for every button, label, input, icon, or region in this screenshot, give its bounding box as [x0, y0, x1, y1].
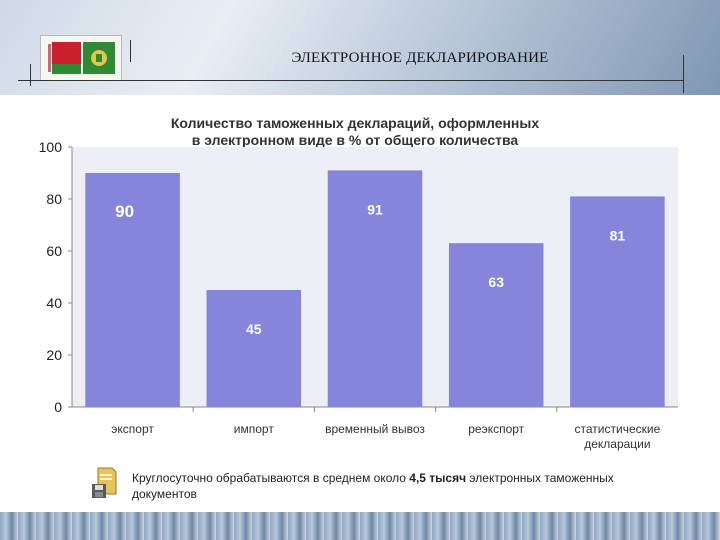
caption-text: Круглосуточно обрабатываются в среднем о… [132, 470, 652, 502]
x-tick-label: импорт [234, 422, 275, 436]
y-tick-label: 40 [46, 295, 62, 311]
header-tick-logo [130, 40, 131, 62]
data-label: 45 [246, 321, 262, 337]
footer-background [0, 512, 720, 540]
folder-floppy-icon [90, 466, 120, 500]
bar-chart: Количество таможенных деклараций, оформл… [39, 115, 678, 451]
x-tick-label: декларации [584, 437, 650, 451]
data-label: 81 [610, 227, 626, 243]
caption-text-before: Круглосуточно обрабатываются в среднем о… [132, 471, 410, 485]
data-label: 91 [367, 201, 383, 217]
bar [327, 170, 423, 407]
bar [570, 196, 665, 407]
header-tick-left [30, 64, 31, 86]
x-tick-label: временный вывоз [325, 422, 425, 436]
bar [206, 290, 302, 407]
y-tick-label: 100 [39, 139, 63, 155]
slide-content: Количество таможенных деклараций, оформл… [0, 95, 720, 512]
data-label: 90 [115, 202, 134, 221]
y-tick-label: 0 [54, 399, 62, 415]
caption-bold-value: 4,5 тысяч [409, 471, 467, 485]
chart-title-line2: в электронном виде в % от общего количес… [192, 132, 519, 148]
belarus-emblem-icon [40, 35, 122, 81]
x-tick-label: экспорт [111, 422, 154, 436]
header-tick-right [683, 55, 684, 93]
y-tick-label: 60 [46, 243, 62, 259]
header-rule [18, 80, 684, 81]
x-tick-label: реэкспорт [468, 422, 524, 436]
chart-title-line1: Количество таможенных деклараций, оформл… [171, 115, 539, 131]
bar [85, 173, 180, 407]
y-tick-label: 20 [46, 347, 62, 363]
y-tick-label: 80 [46, 191, 62, 207]
x-tick-label: статистические [575, 422, 661, 436]
bar [448, 243, 544, 407]
caption-text-after: электронных таможенных документов [132, 471, 614, 501]
data-label: 63 [488, 274, 504, 290]
page-title: ЭЛЕКТРОННОЕ ДЕКЛАРИРОВАНИЕ [291, 50, 549, 66]
